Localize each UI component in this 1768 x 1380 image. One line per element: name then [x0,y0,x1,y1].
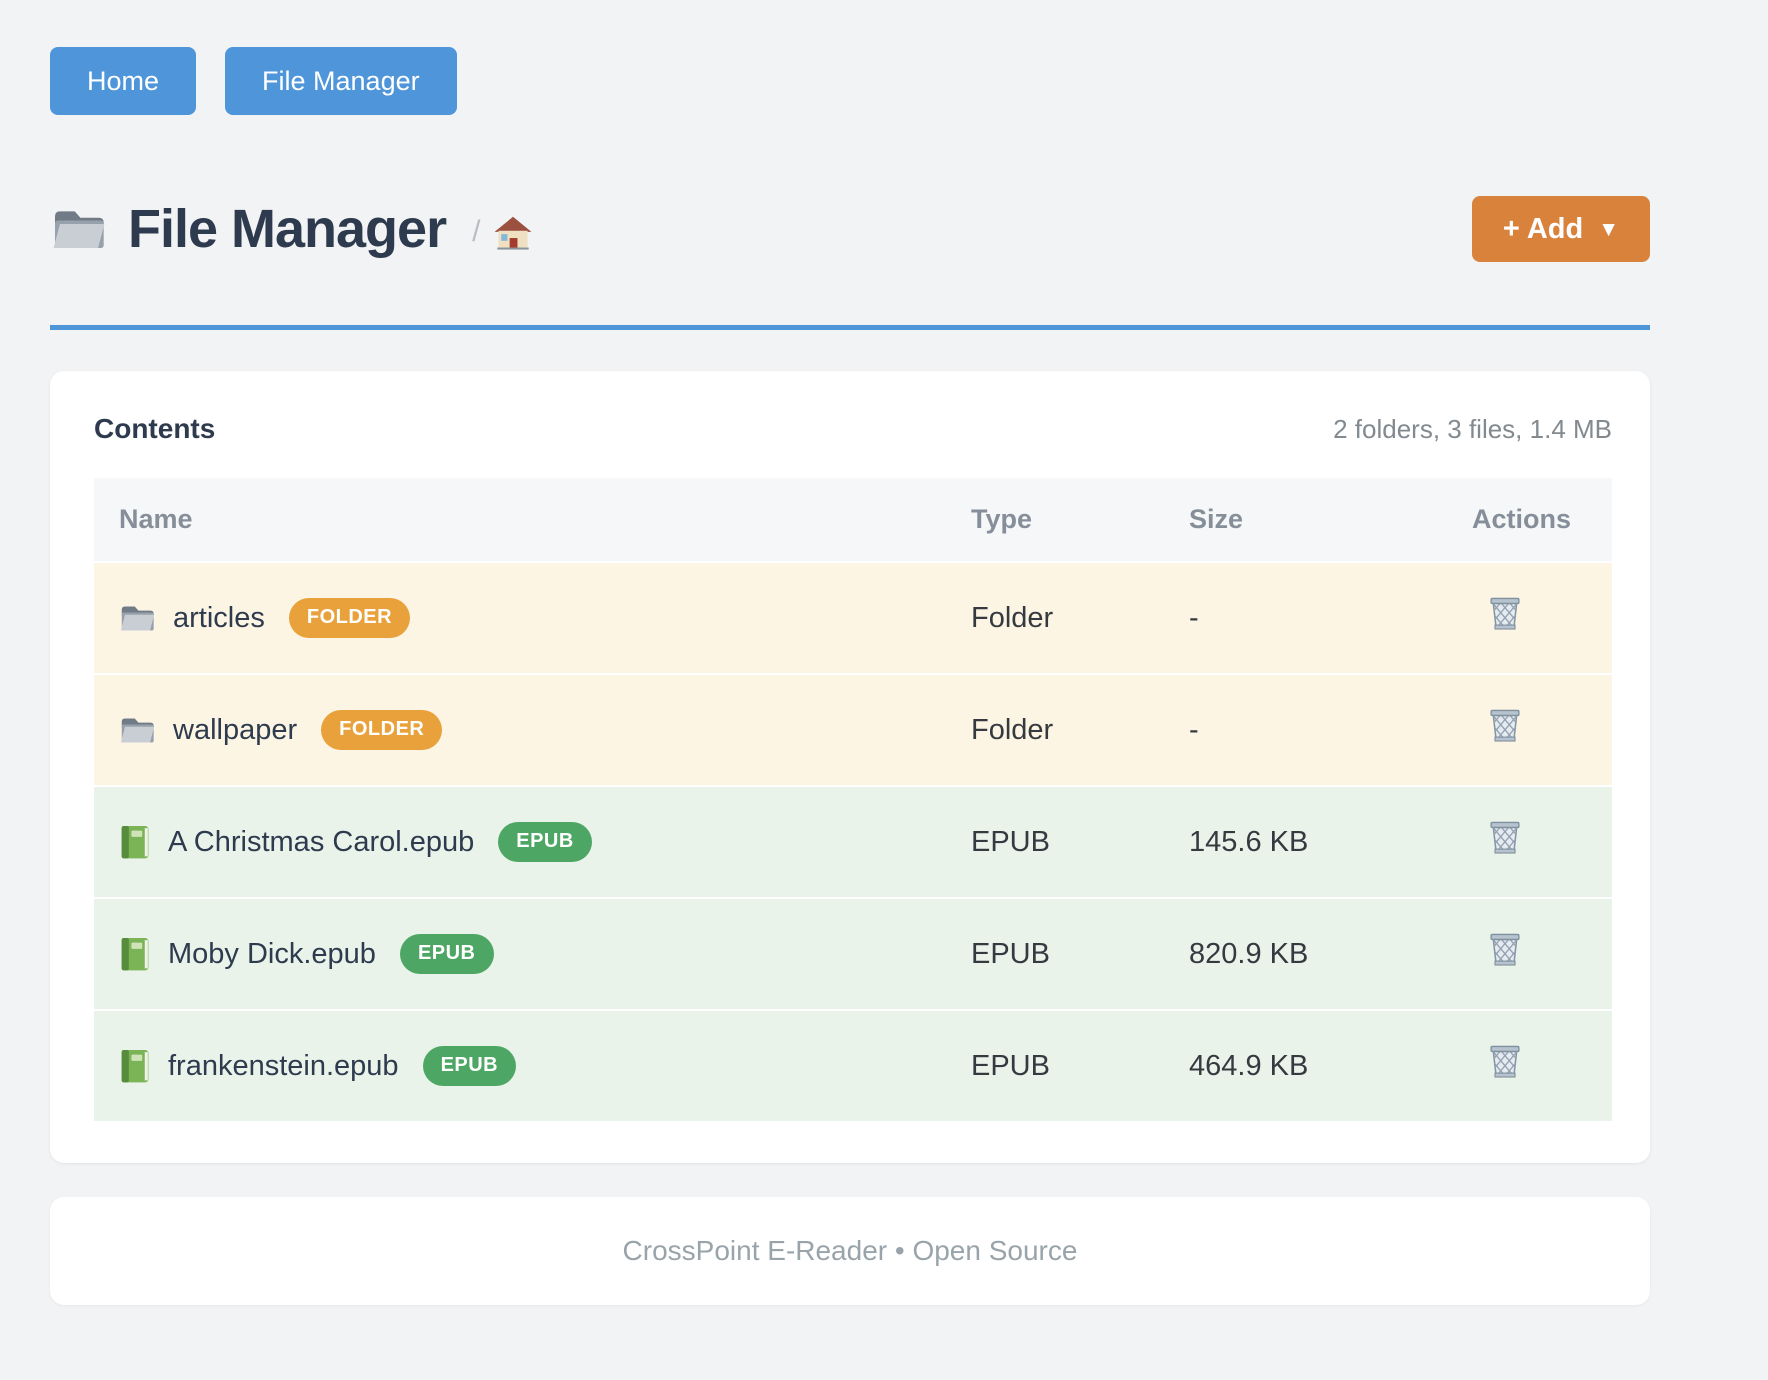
book-icon [119,936,151,973]
column-header-size: Size [1189,504,1244,534]
book-icon [119,824,151,861]
file-actions-cell [1472,1042,1612,1090]
trash-button[interactable] [1486,1042,1524,1082]
trash-icon [1486,930,1524,970]
footer: CrossPoint E-Reader • Open Source [50,1197,1650,1305]
file-actions-cell [1472,818,1612,866]
contents-title: Contents [94,413,216,444]
file-name: articles [173,601,265,634]
caret-down-icon: ▼ [1598,217,1619,241]
file-name: A Christmas Carol.epub [168,825,475,858]
file-name: frankenstein.epub [168,1049,399,1082]
file-actions-cell [1472,930,1612,978]
file-type-badge: EPUB [399,934,494,974]
trash-button[interactable] [1486,818,1524,858]
table-row: frankenstein.epub EPUB EPUB 464.9 KB [94,1009,1612,1121]
file-type-badge: FOLDER [288,598,411,638]
file-type: EPUB [971,1049,1050,1082]
table-row: articles FOLDER Folder - [94,561,1612,673]
file-name-cell[interactable]: articles FOLDER [94,598,971,638]
trash-button[interactable] [1486,706,1524,746]
trash-icon [1486,706,1524,746]
file-manager-page: Home File Manager File Manager / + Add ▼… [50,0,1650,1305]
file-name: wallpaper [173,713,298,746]
file-name-cell[interactable]: Moby Dick.epub EPUB [94,934,971,974]
table-row: wallpaper FOLDER Folder - [94,673,1612,785]
file-type: EPUB [971,937,1050,970]
file-name-cell[interactable]: A Christmas Carol.epub EPUB [94,822,971,862]
trash-button[interactable] [1486,930,1524,970]
trash-button[interactable] [1486,594,1524,634]
file-type-badge: FOLDER [321,710,443,750]
file-size: - [1189,601,1199,634]
file-size: 820.9 KB [1189,937,1309,970]
trash-icon [1486,594,1524,634]
page-header: File Manager / + Add ▼ [50,196,1650,262]
contents-summary: 2 folders, 3 files, 1.4 MB [1333,414,1612,444]
file-type: EPUB [971,825,1050,858]
trash-icon [1486,818,1524,858]
file-name-cell[interactable]: wallpaper FOLDER [94,710,971,750]
breadcrumb-nav: Home File Manager [50,47,1650,115]
add-button-label: + Add [1502,212,1584,245]
nav-home-button[interactable]: Home [50,47,197,115]
file-name: Moby Dick.epub [168,937,376,970]
header-divider [50,325,1650,330]
folder-icon [119,601,156,635]
file-type-badge: EPUB [498,822,592,862]
file-size: 145.6 KB [1189,825,1309,858]
house-icon[interactable] [494,215,532,251]
book-icon [119,1048,151,1085]
column-header-actions: Actions [1472,504,1572,534]
file-type: Folder [971,713,1054,746]
page-title: File Manager [128,199,447,259]
file-name-cell[interactable]: frankenstein.epub EPUB [94,1046,971,1086]
column-header-name: Name [119,504,193,534]
file-type: Folder [971,601,1054,634]
breadcrumb-separator: / [472,215,481,248]
file-size: 464.9 KB [1189,1049,1309,1082]
column-header-type: Type [971,504,1033,534]
table-row: Moby Dick.epub EPUB EPUB 820.9 KB [94,897,1612,1009]
nav-file-manager-button[interactable]: File Manager [225,47,457,115]
footer-text: CrossPoint E-Reader • Open Source [622,1235,1078,1266]
file-table: Name Type Size Actions articles FOLDER F… [94,478,1612,1121]
table-row: A Christmas Carol.epub EPUB EPUB 145.6 K… [94,785,1612,897]
folder-icon [50,205,108,253]
file-size: - [1189,713,1199,746]
folder-icon [119,713,156,747]
add-button[interactable]: + Add ▼ [1471,196,1650,262]
file-actions-cell [1472,594,1612,642]
contents-card: Contents 2 folders, 3 files, 1.4 MB Name… [50,371,1650,1163]
trash-icon [1486,1042,1524,1082]
table-body: articles FOLDER Folder - wallpaper FOLDE… [94,561,1612,1121]
table-header: Name Type Size Actions [94,478,1612,561]
file-actions-cell [1472,706,1612,754]
file-type-badge: EPUB [422,1046,517,1086]
